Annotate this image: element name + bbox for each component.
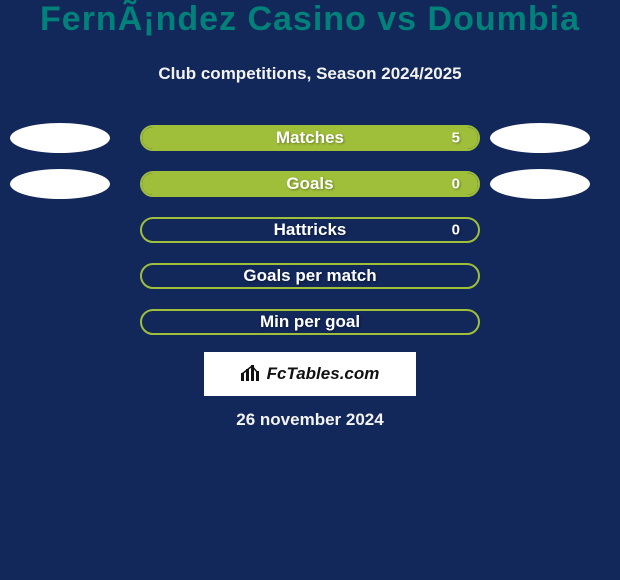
side-ellipse [490, 169, 590, 199]
stat-bar: Matches5 [140, 125, 480, 151]
brand-bars-icon [241, 363, 261, 386]
stat-bar-fill [142, 173, 478, 195]
side-ellipse [10, 169, 110, 199]
side-ellipse [490, 123, 590, 153]
comparison-chart: FernÃ¡ndez Casino vs Doumbia Club compet… [0, 0, 620, 580]
stat-bar-value: 0 [452, 222, 460, 239]
stat-bar-fill [142, 127, 478, 149]
page-subtitle: Club competitions, Season 2024/2025 [0, 64, 620, 84]
stat-bar-label: Hattricks [142, 220, 478, 240]
stat-bar-label: Min per goal [142, 312, 478, 332]
brand-box: FcTables.com [204, 352, 416, 396]
page-title: FernÃ¡ndez Casino vs Doumbia [0, 0, 620, 39]
date-text: 26 november 2024 [0, 410, 620, 430]
stat-bar: Hattricks0 [140, 217, 480, 243]
brand-inner: FcTables.com [241, 363, 380, 386]
side-ellipse [10, 123, 110, 153]
stat-bar: Min per goal [140, 309, 480, 335]
brand-text: FcTables.com [267, 364, 380, 384]
stat-bar: Goals0 [140, 171, 480, 197]
stat-bar: Goals per match [140, 263, 480, 289]
stat-bar-label: Goals per match [142, 266, 478, 286]
